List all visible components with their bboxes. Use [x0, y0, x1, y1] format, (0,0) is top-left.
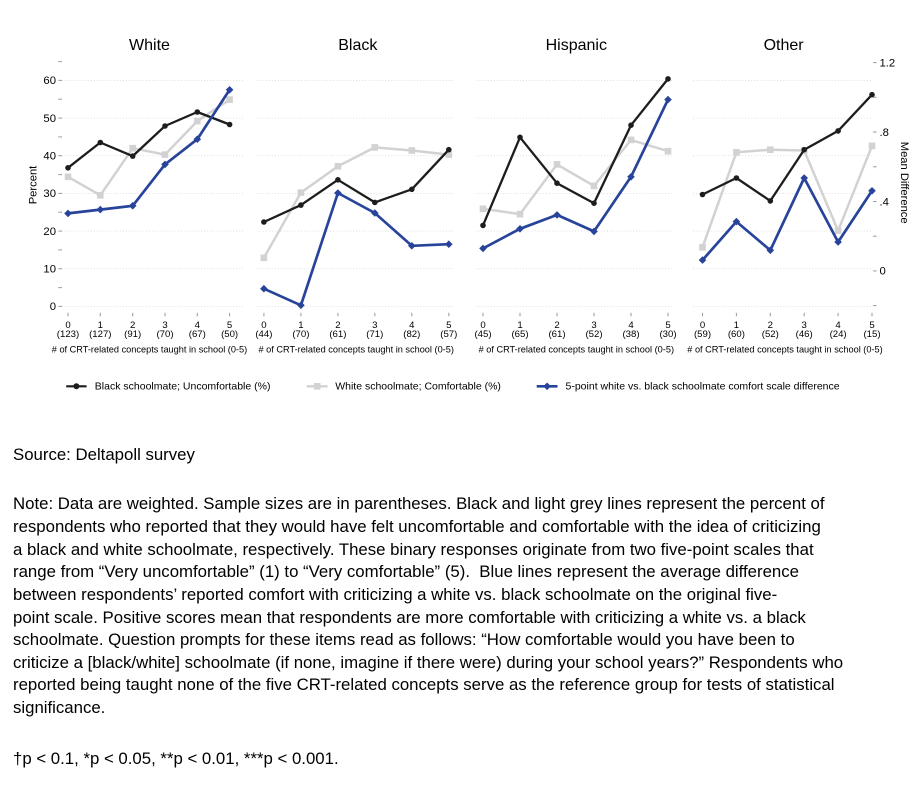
svg-text:3: 3 — [162, 320, 167, 331]
svg-text:4: 4 — [628, 320, 634, 331]
svg-text:Mean Difference: Mean Difference — [898, 142, 910, 224]
svg-text:(15): (15) — [863, 329, 880, 340]
svg-text:(52): (52) — [585, 329, 602, 340]
svg-text:(30): (30) — [659, 329, 676, 340]
svg-text:(61): (61) — [548, 329, 565, 340]
svg-text:3: 3 — [802, 320, 807, 331]
svg-text:4: 4 — [409, 320, 415, 331]
svg-text:(38): (38) — [622, 329, 639, 340]
svg-text:20: 20 — [43, 226, 56, 238]
svg-text:White schoolmate; Comfortable: White schoolmate; Comfortable (%) — [335, 381, 501, 393]
svg-text:(70): (70) — [292, 329, 309, 340]
svg-text:(45): (45) — [474, 329, 491, 340]
svg-text:(123): (123) — [57, 329, 79, 340]
svg-text:(91): (91) — [124, 329, 141, 340]
svg-text:Hispanic: Hispanic — [546, 37, 607, 54]
svg-text:(127): (127) — [89, 329, 111, 340]
svg-text:(44): (44) — [255, 329, 272, 340]
svg-text:(50): (50) — [221, 329, 238, 340]
svg-text:# of CRT-related concepts taug: # of CRT-related concepts taught in scho… — [258, 344, 453, 354]
svg-text:Black schoolmate; Uncomfortabl: Black schoolmate; Uncomfortable (%) — [95, 381, 271, 393]
svg-text:1: 1 — [734, 320, 739, 331]
svg-text:2: 2 — [768, 320, 773, 331]
svg-text:5: 5 — [869, 320, 874, 331]
svg-text:1.2: 1.2 — [880, 57, 896, 69]
svg-text:50: 50 — [43, 113, 56, 125]
svg-text:(24): (24) — [830, 329, 847, 340]
svg-text:.8: .8 — [880, 127, 889, 139]
svg-text:# of CRT-related concepts taug: # of CRT-related concepts taught in scho… — [52, 344, 247, 354]
svg-text:0: 0 — [480, 320, 485, 331]
svg-text:5: 5 — [227, 320, 232, 331]
svg-text:1: 1 — [298, 320, 303, 331]
svg-text:Other: Other — [764, 37, 805, 54]
svg-text:30: 30 — [43, 188, 56, 200]
svg-text:3: 3 — [372, 320, 377, 331]
svg-text:4: 4 — [835, 320, 841, 331]
svg-text:40: 40 — [43, 151, 56, 163]
svg-text:(70): (70) — [156, 329, 173, 340]
svg-text:10: 10 — [43, 264, 56, 276]
svg-text:0: 0 — [880, 266, 886, 278]
svg-text:1: 1 — [98, 320, 103, 331]
svg-text:60: 60 — [43, 75, 56, 87]
svg-text:2: 2 — [130, 320, 135, 331]
svg-text:(60): (60) — [728, 329, 745, 340]
svg-text:0: 0 — [700, 320, 705, 331]
svg-text:Percent: Percent — [27, 165, 39, 204]
svg-text:(71): (71) — [366, 329, 383, 340]
svg-text:(67): (67) — [189, 329, 206, 340]
svg-text:(46): (46) — [796, 329, 813, 340]
svg-text:2: 2 — [554, 320, 559, 331]
svg-text:(82): (82) — [403, 329, 420, 340]
svg-text:5: 5 — [665, 320, 670, 331]
svg-text:(52): (52) — [762, 329, 779, 340]
svg-text:(57): (57) — [440, 329, 457, 340]
svg-text:(61): (61) — [329, 329, 346, 340]
svg-text:0: 0 — [50, 301, 56, 313]
svg-text:0: 0 — [65, 320, 70, 331]
svg-text:Black: Black — [338, 37, 378, 54]
svg-text:(65): (65) — [511, 329, 528, 340]
svg-text:# of CRT-related concepts taug: # of CRT-related concepts taught in scho… — [687, 344, 882, 354]
svg-text:4: 4 — [195, 320, 201, 331]
svg-text:(59): (59) — [694, 329, 711, 340]
svg-text:White: White — [129, 37, 170, 54]
svg-text:3: 3 — [591, 320, 596, 331]
svg-text:5-point white vs. black school: 5-point white vs. black schoolmate comfo… — [566, 381, 840, 393]
svg-text:.4: .4 — [880, 196, 889, 208]
svg-text:5: 5 — [446, 320, 451, 331]
svg-text:1: 1 — [517, 320, 522, 331]
svg-text:0: 0 — [261, 320, 266, 331]
svg-text:# of CRT-related concepts taug: # of CRT-related concepts taught in scho… — [479, 344, 674, 354]
svg-text:2: 2 — [335, 320, 340, 331]
